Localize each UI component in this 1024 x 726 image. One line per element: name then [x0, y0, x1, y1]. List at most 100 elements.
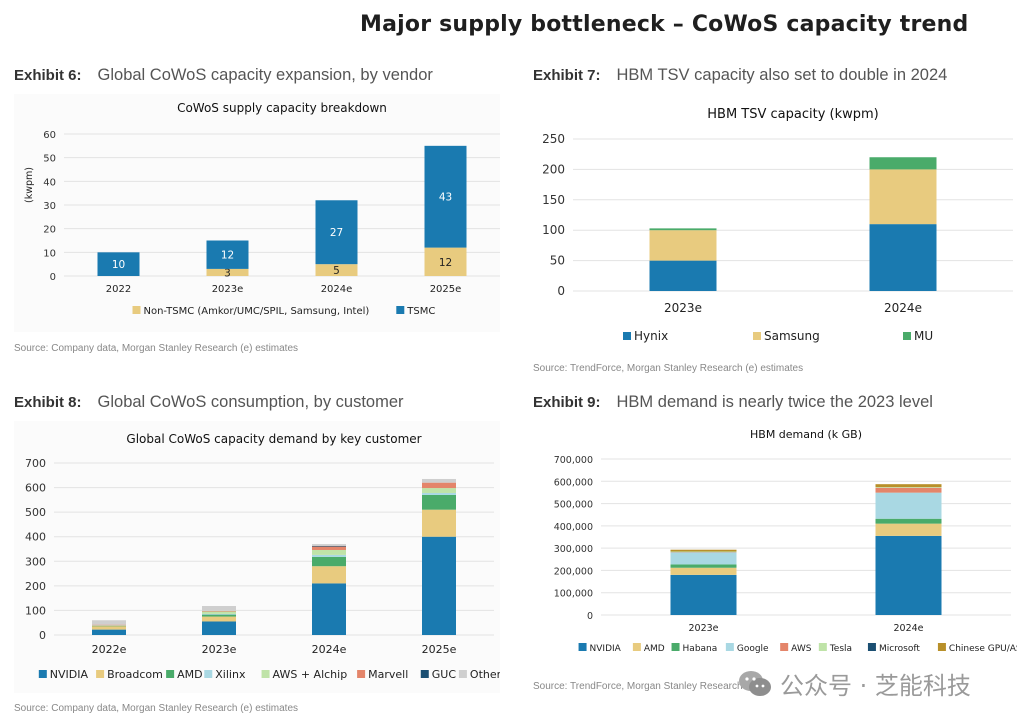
bar-segment-tsmc [97, 252, 140, 276]
bar-segment-nvidia [92, 629, 126, 635]
bar-segment-amd [670, 567, 737, 575]
legend-swatch [38, 670, 47, 678]
data-label: 43 [439, 192, 452, 204]
legend-swatch [357, 670, 366, 678]
legend-label: AWS + Alchip [273, 668, 348, 681]
y-tick-label: 200,000 [554, 566, 593, 577]
legend-swatch [396, 306, 405, 314]
source-note: Source: Company data, Morgan Stanley Res… [14, 703, 299, 714]
bar-segment-others [92, 620, 126, 625]
y-tick-label: 50 [550, 254, 565, 268]
y-tick-label: 250 [542, 132, 565, 146]
exhibit-number: Exhibit 9: [533, 394, 601, 411]
legend-swatch [623, 332, 631, 340]
y-tick-label: 700,000 [554, 455, 593, 466]
legend-label: Hynix [634, 329, 668, 343]
x-tick-label: 2023e [688, 623, 718, 634]
bar-segment-habana [670, 564, 737, 568]
legend-swatch [132, 306, 141, 314]
data-label: 27 [330, 227, 343, 239]
bar-segment-broadcom [92, 625, 126, 630]
legend-swatch [671, 643, 680, 651]
chart-title: Global CoWoS capacity demand by key cust… [126, 432, 421, 446]
bar-segment-non-tsmc-amkor-umc-spil-samsung-intel- [206, 268, 249, 276]
y-tick-label: 150 [542, 193, 565, 207]
bar-segment-tsmc [315, 200, 358, 265]
x-tick-label: 2023e [664, 301, 702, 315]
x-tick-label: 2023e [202, 643, 237, 656]
legend-label: AMD [644, 644, 665, 654]
exhibit-number: Exhibit 6: [14, 67, 82, 84]
exhibit-header: Exhibit 7: HBM TSV capacity also set to d… [533, 66, 947, 85]
source-note: Source: TrendForce, Morgan Stanley Resea… [533, 681, 743, 692]
exhibit-header: Exhibit 6: Global CoWoS capacity expansio… [14, 66, 433, 85]
y-tick-label: 600,000 [554, 477, 593, 488]
y-tick-label: 40 [43, 177, 56, 188]
bar-segment-guc [312, 546, 346, 547]
legend-label: Microsoft [879, 644, 920, 654]
bar-segment-samsung [649, 230, 717, 261]
bar-segment-mu [649, 228, 717, 231]
bar-segment-nvidia [670, 574, 737, 615]
x-tick-label: 2025e [430, 284, 462, 295]
exhibit-title: HBM TSV capacity also set to double in 2… [616, 66, 948, 84]
exhibit-number: Exhibit 7: [533, 67, 601, 84]
legend-label: GUC [432, 668, 457, 681]
bar-segment-nvidia [875, 535, 942, 615]
bar-segment-others [312, 544, 346, 547]
bar-segment-tsmc [424, 145, 467, 248]
legend-swatch [204, 670, 213, 678]
exhibit-6-panel: Exhibit 6: Global CoWoS capacity expansio… [14, 66, 504, 366]
y-tick-label: 600 [25, 482, 46, 495]
watermark-text: 公众号 · 芝能科技 [780, 672, 971, 700]
legend-label: Broadcom [107, 668, 163, 681]
page-title: Major supply bottleneck – CoWoS capacity… [360, 12, 969, 37]
exhibit-7-panel: Exhibit 7: HBM TSV capacity also set to d… [533, 66, 1023, 381]
legend-label: Others [470, 668, 500, 681]
bar-segment-others [422, 478, 456, 483]
legend-label: Chinese GPU/ASIC [949, 644, 1017, 654]
x-tick-label: 2024e [312, 643, 347, 656]
legend-label: Samsung [764, 329, 820, 343]
bar-segment-broadcom [202, 616, 236, 622]
watermark: 公众号 · 芝能科技 [738, 666, 971, 701]
exhibit-title: Global CoWoS consumption, by customer [97, 393, 404, 411]
bar-segment-chinese-gpu-asic [670, 549, 737, 552]
bar-segment-marvell [92, 624, 126, 626]
exhibit-9-chart: HBM demand (k GB) 0 100,000 200,000 300,000 4… [554, 428, 1024, 654]
legend-swatch [725, 643, 734, 651]
chart-area: Global CoWoS capacity demand by key cust… [14, 421, 507, 693]
exhibit-title: Global CoWoS capacity expansion, by vend… [97, 66, 433, 84]
bar-segment-marvell [312, 546, 346, 550]
y-tick-label: 0 [50, 272, 56, 283]
y-axis-label: (kwpm) [24, 167, 35, 203]
legend-label: Habana [683, 644, 718, 654]
bar-segment-broadcom [312, 566, 346, 584]
legend-label: Non-TSMC (Amkor/UMC/SPIL, Samsung, Intel… [144, 306, 370, 317]
y-tick-label: 200 [542, 162, 565, 176]
legend-swatch [937, 643, 946, 651]
exhibit-6-chart: CoWoS supply capacity breakdown 0 10 20 30 40… [24, 101, 500, 317]
bar-segment-aws-alchip [92, 625, 126, 626]
x-tick-label: 2025e [422, 643, 457, 656]
legend-label: AWS [791, 644, 812, 654]
legend-label: Google [737, 644, 769, 654]
bar-segment-nvidia [312, 583, 346, 635]
legend-swatch [420, 670, 429, 678]
bar-segment-tsmc [206, 240, 249, 269]
legend-swatch [96, 670, 105, 678]
bar-segment-google [670, 552, 737, 565]
legend-swatch [261, 670, 270, 678]
y-tick-label: 500 [25, 506, 46, 519]
y-tick-label: 30 [43, 201, 56, 212]
bar-segment-chinese-gpu-asic [875, 484, 942, 488]
bar-segment-amd [312, 556, 346, 567]
data-label: 12 [439, 257, 452, 269]
x-tick-label: 2023e [212, 284, 244, 295]
bar-segment-hynix [869, 224, 937, 291]
bar-segment-tesla [875, 487, 942, 488]
y-tick-label: 10 [43, 248, 56, 259]
exhibit-header: Exhibit 8: Global CoWoS consumption, by c… [14, 393, 404, 412]
bar-segment-aws [875, 487, 942, 493]
legend-swatch [867, 643, 876, 651]
